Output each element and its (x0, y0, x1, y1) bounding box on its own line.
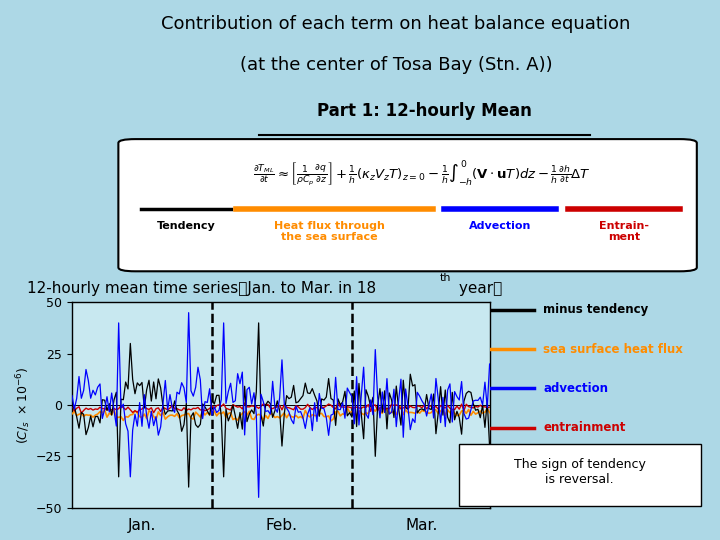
FancyBboxPatch shape (118, 139, 697, 271)
Text: Entrain-
ment: Entrain- ment (599, 221, 649, 242)
Text: Part 1: 12-hourly Mean: Part 1: 12-hourly Mean (318, 102, 532, 120)
Text: th: th (440, 273, 451, 284)
Text: entrainment: entrainment (543, 421, 626, 434)
Text: 12-hourly mean time series（Jan. to Mar. in 18: 12-hourly mean time series（Jan. to Mar. … (27, 281, 376, 296)
Text: Advection: Advection (469, 221, 531, 231)
Text: sea surface heat flux: sea surface heat flux (543, 342, 683, 355)
Text: advection: advection (543, 382, 608, 395)
Text: Feb.: Feb. (266, 518, 298, 534)
Text: Jan.: Jan. (128, 518, 156, 534)
Text: (at the center of Tosa Bay (Stn. A)): (at the center of Tosa Bay (Stn. A)) (240, 56, 552, 75)
Y-axis label: $(C/_{s}\ \times 10^{-6})$: $(C/_{s}\ \times 10^{-6})$ (14, 366, 33, 444)
Text: Tendency: Tendency (156, 221, 215, 231)
Text: Contribution of each term on heat balance equation: Contribution of each term on heat balanc… (161, 15, 631, 32)
Text: The sign of tendency
is reversal.: The sign of tendency is reversal. (513, 458, 646, 486)
Text: Heat flux through
the sea surface: Heat flux through the sea surface (274, 221, 384, 242)
FancyBboxPatch shape (459, 444, 701, 507)
Text: minus tendency: minus tendency (543, 303, 649, 316)
Text: Mar.: Mar. (406, 518, 438, 534)
Text: $\frac{\partial T_{ML}}{\partial t} \approx \left[\frac{1}{\rho C_p}\frac{\parti: $\frac{\partial T_{ML}}{\partial t} \app… (253, 159, 590, 189)
Text: year）: year） (454, 281, 502, 296)
